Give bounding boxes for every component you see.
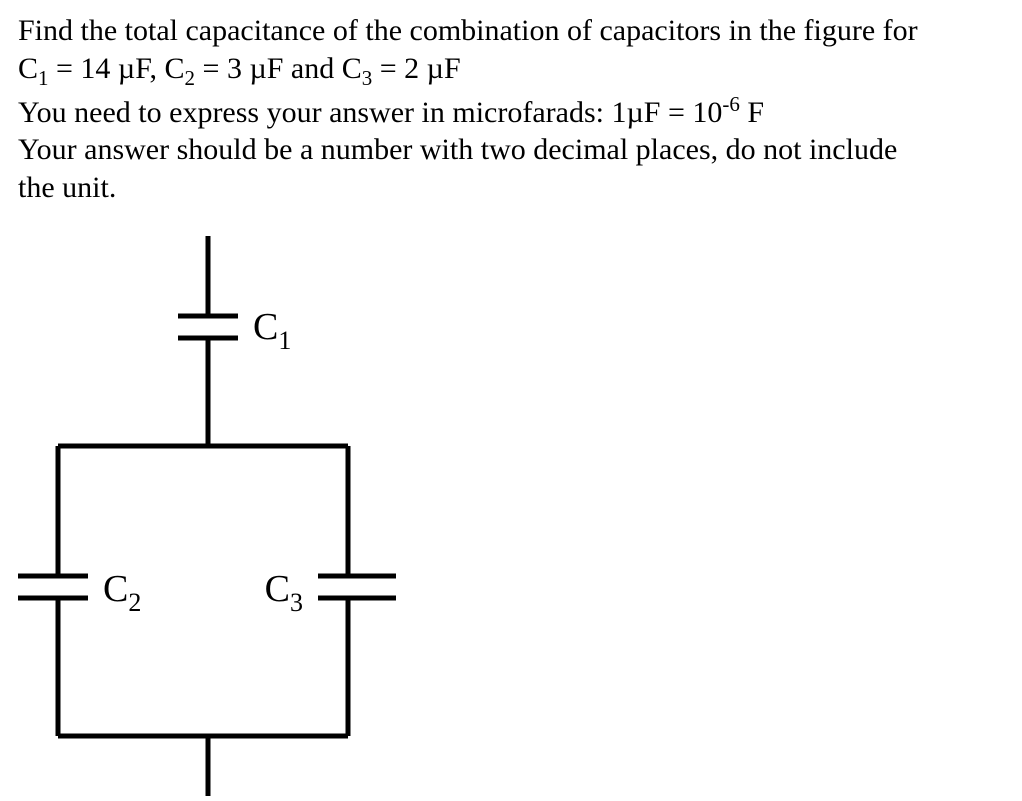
problem-statement: Find the total capacitance of the combin… bbox=[18, 12, 1004, 206]
c3-sym: C bbox=[342, 52, 362, 85]
line3-post: F bbox=[740, 96, 764, 129]
c2-sym: C bbox=[165, 52, 185, 85]
c3-val: = 2 µF bbox=[372, 52, 460, 85]
text-line1: Find the total capacitance of the combin… bbox=[18, 14, 918, 47]
line3-sup: -6 bbox=[722, 92, 740, 116]
svg-text:C2: C2 bbox=[103, 568, 141, 617]
line4: Your answer should be a number with two … bbox=[18, 133, 897, 166]
circuit-svg: C1 C2 C3 bbox=[18, 236, 418, 796]
c2-val: = 3 µF and bbox=[195, 52, 342, 85]
c1-val: = 14 µF, bbox=[49, 52, 165, 85]
svg-text:C3: C3 bbox=[265, 568, 303, 617]
c3-sub: 3 bbox=[362, 66, 373, 90]
c1-sub: 1 bbox=[38, 66, 49, 90]
c2-sub: 2 bbox=[185, 66, 196, 90]
c1-sym: C bbox=[18, 52, 38, 85]
line3-pre: You need to express your answer in micro… bbox=[18, 96, 722, 129]
svg-text:C1: C1 bbox=[253, 306, 291, 355]
circuit-diagram: C1 C2 C3 bbox=[18, 236, 1004, 801]
line5: the unit. bbox=[18, 171, 116, 204]
